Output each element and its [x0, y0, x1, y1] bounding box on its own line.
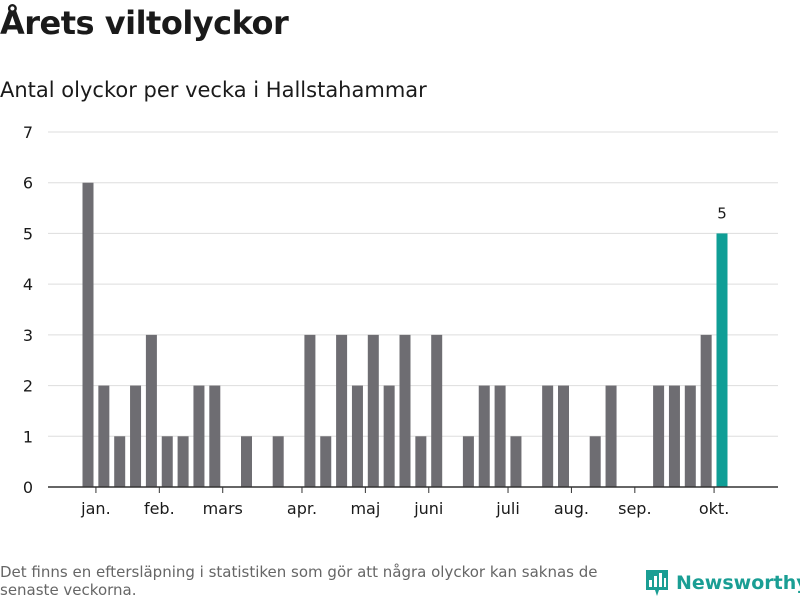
bar: [383, 385, 395, 487]
x-tick-label: juli: [495, 499, 519, 518]
brand-name: Newsworthy: [676, 572, 800, 594]
x-tick-label: okt.: [699, 499, 729, 518]
bar: [589, 436, 601, 487]
x-tick-label: apr.: [287, 499, 317, 518]
y-tick-label: 0: [23, 478, 33, 497]
bar: [605, 385, 617, 487]
bar: [241, 436, 252, 487]
bar: [684, 385, 696, 487]
bar: [653, 385, 665, 487]
y-tick-label: 2: [23, 377, 33, 396]
bar: [399, 334, 411, 487]
bar-highlight: [716, 233, 728, 487]
x-tick-label: jan.: [80, 499, 110, 518]
bar: [130, 385, 142, 487]
data-labels: 5: [717, 204, 727, 222]
x-tick-label: aug.: [554, 499, 589, 518]
bar: [82, 182, 94, 487]
bar: [478, 385, 490, 487]
bar: [114, 436, 126, 487]
grid-lines: [48, 131, 778, 437]
bar: [462, 436, 474, 487]
y-tick-label: 6: [23, 174, 33, 193]
x-tick-label: mars: [203, 499, 243, 518]
bar: [304, 334, 316, 487]
chart-title: Årets viltolyckor: [0, 4, 289, 42]
bar: [351, 385, 363, 487]
bar: [700, 334, 712, 487]
bar-chart: 0 1 2 3 4 5 6 7 jan. feb. mars apr. maj juni juli aug.…: [23, 123, 778, 518]
chart-subtitle: Antal olyckor per vecka i Hallstahammar: [0, 78, 427, 102]
bar: [494, 385, 506, 487]
bar: [558, 385, 569, 487]
y-tick-label: 4: [23, 275, 33, 294]
y-tick-label: 3: [23, 326, 33, 345]
bar: [320, 436, 332, 487]
x-tick-label: feb.: [144, 499, 175, 518]
bar: [272, 436, 284, 487]
x-tick-label: juni: [413, 499, 443, 518]
footnote: Det finns en eftersläpning i statistiken…: [0, 563, 598, 599]
bar: [431, 334, 443, 487]
bar: [542, 385, 554, 487]
bar: [510, 436, 522, 487]
newsworthy-logo-icon: [646, 570, 668, 596]
y-tick-label: 1: [23, 427, 33, 446]
data-label: 5: [717, 204, 727, 222]
y-tick-label: 5: [23, 224, 33, 243]
bar: [193, 385, 205, 487]
x-axis-ticks: jan. feb. mars apr. maj juni juli aug. sep. okt.: [80, 487, 729, 518]
y-tick-label: 7: [23, 123, 33, 142]
bar: [415, 436, 427, 487]
bar: [177, 436, 189, 487]
bar: [145, 334, 157, 487]
x-tick-label: sep.: [618, 499, 651, 518]
x-tick-label: maj: [350, 499, 380, 518]
y-axis-ticks: 0 1 2 3 4 5 6 7: [23, 123, 33, 497]
brand-logo: Newsworthy: [644, 568, 800, 598]
bar: [367, 334, 379, 487]
bar: [161, 436, 173, 487]
bar: [668, 385, 680, 487]
bars: [82, 182, 728, 487]
bar: [336, 334, 348, 487]
bar: [98, 385, 110, 487]
bar: [209, 385, 221, 487]
